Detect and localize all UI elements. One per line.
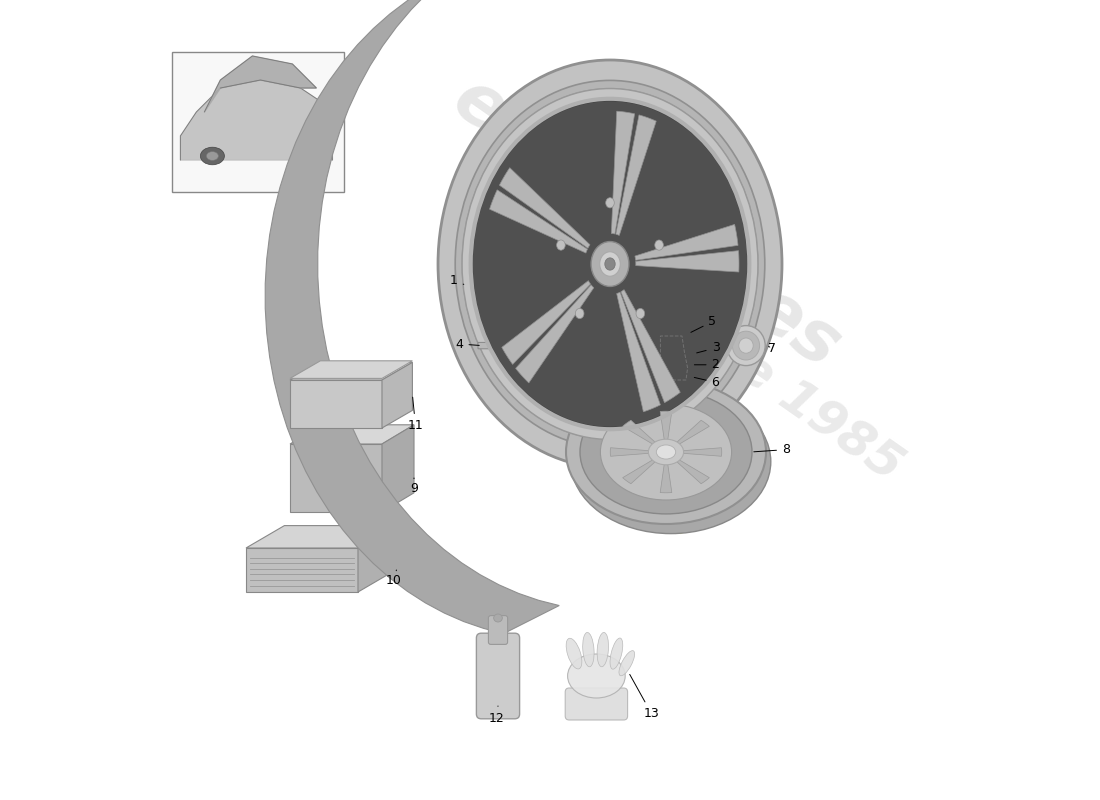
Text: 5: 5 (691, 315, 716, 332)
Text: a passion for parts: a passion for parts (487, 387, 692, 541)
Polygon shape (205, 56, 317, 112)
Text: 13: 13 (629, 674, 659, 720)
Ellipse shape (597, 633, 608, 666)
Polygon shape (382, 425, 414, 512)
Polygon shape (290, 361, 412, 378)
Ellipse shape (583, 633, 594, 666)
Polygon shape (246, 548, 358, 592)
Text: 2: 2 (694, 358, 719, 371)
Ellipse shape (636, 309, 645, 318)
Ellipse shape (601, 404, 732, 500)
FancyBboxPatch shape (173, 52, 344, 192)
Ellipse shape (739, 338, 754, 354)
Polygon shape (502, 281, 591, 364)
Polygon shape (290, 425, 414, 444)
Text: 8: 8 (754, 443, 790, 456)
Ellipse shape (727, 326, 766, 366)
Polygon shape (499, 168, 590, 248)
Ellipse shape (580, 390, 752, 514)
Text: 4: 4 (455, 338, 480, 350)
Polygon shape (660, 411, 672, 442)
Polygon shape (623, 420, 657, 446)
Ellipse shape (571, 390, 771, 534)
Polygon shape (246, 526, 396, 548)
Ellipse shape (438, 60, 782, 468)
Polygon shape (610, 448, 651, 456)
Polygon shape (382, 362, 412, 428)
Polygon shape (660, 462, 672, 493)
Ellipse shape (568, 654, 625, 698)
Text: 9: 9 (410, 478, 418, 494)
Polygon shape (490, 190, 587, 253)
Polygon shape (265, 0, 559, 634)
Ellipse shape (462, 89, 758, 439)
Text: eurospares: eurospares (439, 65, 852, 383)
Polygon shape (612, 111, 635, 234)
Polygon shape (636, 250, 739, 272)
Ellipse shape (207, 152, 219, 160)
Ellipse shape (293, 147, 317, 165)
Ellipse shape (200, 147, 224, 165)
Ellipse shape (557, 240, 565, 250)
Polygon shape (290, 444, 382, 512)
Ellipse shape (591, 242, 629, 286)
Polygon shape (635, 225, 738, 260)
Ellipse shape (657, 445, 675, 459)
Polygon shape (675, 420, 710, 446)
Ellipse shape (610, 638, 623, 669)
Text: since 1985: since 1985 (637, 278, 912, 490)
Ellipse shape (648, 439, 683, 465)
Text: 10: 10 (386, 570, 402, 586)
Text: 11: 11 (408, 397, 424, 432)
Ellipse shape (494, 614, 503, 622)
Polygon shape (358, 526, 396, 592)
Ellipse shape (455, 80, 764, 448)
Polygon shape (290, 362, 412, 380)
Ellipse shape (462, 89, 758, 439)
Ellipse shape (566, 638, 582, 669)
Text: 12: 12 (488, 706, 504, 725)
Polygon shape (290, 380, 382, 428)
Polygon shape (623, 458, 657, 484)
Ellipse shape (606, 198, 614, 208)
Polygon shape (681, 448, 722, 456)
Ellipse shape (566, 380, 766, 524)
Ellipse shape (654, 240, 663, 250)
Text: 7: 7 (769, 342, 777, 354)
FancyBboxPatch shape (476, 634, 519, 718)
Ellipse shape (298, 152, 310, 160)
Ellipse shape (605, 258, 615, 270)
FancyBboxPatch shape (565, 688, 628, 720)
FancyBboxPatch shape (488, 616, 507, 645)
Text: 1: 1 (450, 274, 464, 286)
Polygon shape (180, 80, 332, 160)
Polygon shape (675, 458, 710, 484)
Ellipse shape (600, 252, 620, 276)
Text: 6: 6 (694, 376, 719, 389)
Polygon shape (478, 342, 510, 349)
Text: 3: 3 (696, 342, 719, 354)
Polygon shape (516, 285, 594, 383)
Ellipse shape (733, 331, 760, 360)
Polygon shape (616, 115, 657, 235)
Polygon shape (617, 292, 660, 412)
Polygon shape (620, 290, 680, 402)
Ellipse shape (619, 650, 635, 676)
Ellipse shape (472, 101, 748, 427)
Ellipse shape (575, 309, 584, 318)
